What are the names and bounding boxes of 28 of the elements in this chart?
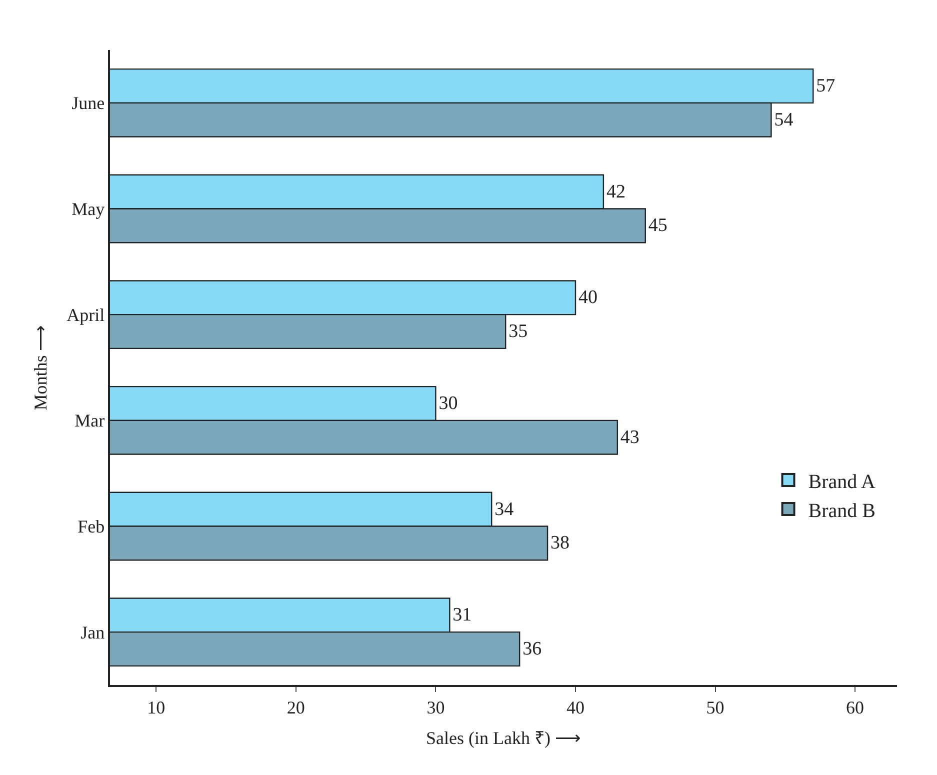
data-label: 31: [452, 604, 472, 626]
data-label: 45: [648, 215, 668, 236]
y-tick-label: May: [72, 199, 105, 220]
x-tick-label: 20: [286, 697, 305, 718]
y-axis-title: Months ⟶: [30, 324, 50, 410]
data-label: 42: [606, 181, 626, 202]
data-label: 36: [522, 638, 542, 660]
y-tick-label: June: [72, 93, 105, 114]
x-tick-label: 50: [706, 697, 724, 718]
legend-label: Brand B: [808, 500, 876, 522]
x-tick-label: 10: [147, 697, 166, 718]
data-label: 30: [438, 392, 458, 414]
x-tick-label: 30: [426, 697, 445, 718]
legend-label: Brand A: [808, 470, 876, 493]
data-label: 54: [774, 109, 794, 130]
data-label: 35: [508, 321, 528, 342]
data-label: 38: [550, 532, 570, 554]
y-tick-label: Mar: [74, 410, 105, 431]
x-tick-label: 60: [846, 697, 864, 718]
y-tick-label: Feb: [78, 516, 105, 537]
y-tick-label: April: [66, 304, 105, 325]
data-label: 40: [578, 287, 598, 308]
data-label: 43: [620, 426, 640, 448]
data-label: 57: [816, 75, 836, 96]
x-axis-title: Sales (in Lakh ₹) ⟶: [426, 728, 581, 748]
y-tick-label: Jan: [80, 622, 105, 642]
data-label: 34: [494, 498, 514, 520]
x-tick-label: 40: [566, 697, 584, 718]
